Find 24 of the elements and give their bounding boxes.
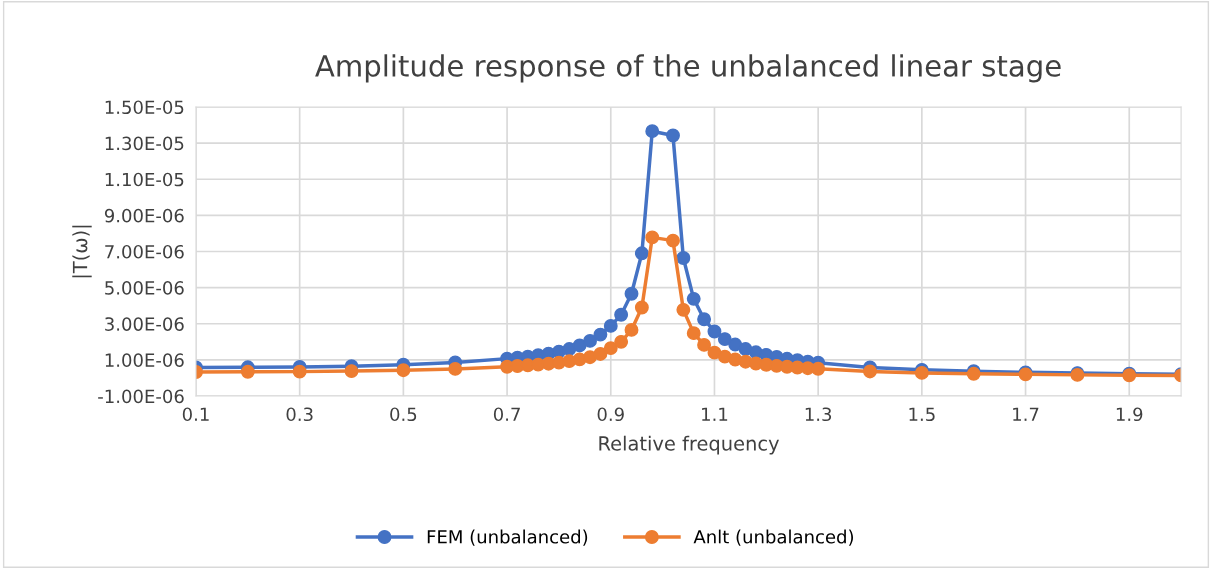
- y-tick-label: 1.10E-05: [105, 172, 184, 187]
- y-tick-label: 3.00E-06: [105, 317, 184, 331]
- x-tick-label: 0.9: [597, 407, 624, 422]
- x-tick-label: 1.7: [1013, 407, 1039, 421]
- x-tick-label: 1.1: [702, 407, 728, 421]
- y-tick-label: 1.30E-05: [105, 136, 184, 151]
- x-tick-label: 0.1: [182, 407, 209, 422]
- x-axis-title: Relative frequency: [599, 435, 780, 455]
- x-tick-label: 0.5: [390, 407, 417, 422]
- legend-label: Anlt (unbalanced): [693, 529, 854, 546]
- y-tick-label: 9.00E-06: [104, 208, 184, 223]
- y-tick-label: -1.00E-06: [98, 389, 184, 404]
- y-tick-label: 1.50E-05: [105, 100, 184, 115]
- x-tick-label: 1.9: [1116, 407, 1143, 422]
- y-axis-title: |T(ω)|: [72, 225, 92, 278]
- legend-label: FEM (unbalanced): [427, 529, 588, 546]
- y-tick-label: 5.00E-06: [105, 281, 184, 295]
- x-tick-label: 0.7: [493, 407, 520, 422]
- chart-title: Amplitude response of the unbalanced linear stage: [315, 54, 1061, 83]
- y-tick-label: 7.00E-06: [105, 244, 184, 259]
- x-tick-label: 1.3: [805, 407, 832, 422]
- y-tick-label: 1.00E-06: [105, 353, 184, 368]
- x-tick-label: 0.3: [286, 407, 313, 422]
- x-tick-label: 1.5: [909, 407, 935, 422]
